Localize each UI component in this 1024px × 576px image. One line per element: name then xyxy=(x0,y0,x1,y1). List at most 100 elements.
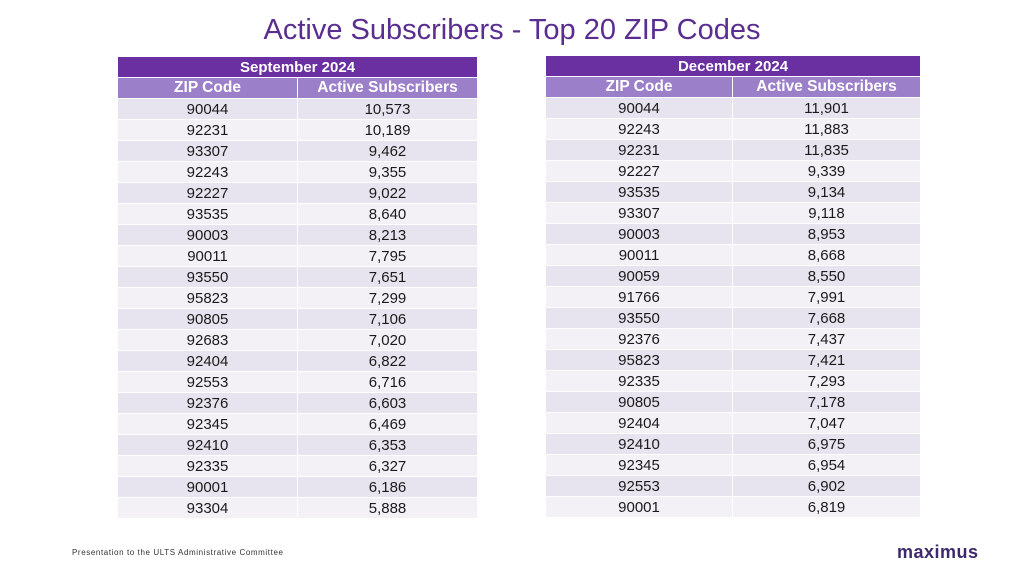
table-row: 92376 6,603 xyxy=(118,393,479,414)
subscriber-count-cell: 7,991 xyxy=(733,287,922,308)
table-row: 92404 6,822 xyxy=(118,351,479,372)
zip-code-cell: 92243 xyxy=(546,119,733,140)
table-row: 93550 7,668 xyxy=(546,308,922,329)
table-row: 90011 7,795 xyxy=(118,246,479,267)
table-row: 92404 7,047 xyxy=(546,413,922,434)
zip-code-cell: 90011 xyxy=(546,245,733,266)
table-row: 90003 8,953 xyxy=(546,224,922,245)
table-row: 90044 10,573 xyxy=(118,99,479,120)
subscriber-count-cell: 5,888 xyxy=(298,498,479,519)
zip-code-cell: 92404 xyxy=(546,413,733,434)
zip-code-header: ZIP Code xyxy=(118,78,298,99)
subscriber-count-cell: 9,355 xyxy=(298,162,479,183)
zip-code-cell: 92410 xyxy=(118,435,298,456)
period-header-row: December 2024 xyxy=(546,56,922,77)
table-row: 95823 7,299 xyxy=(118,288,479,309)
zip-code-cell: 90003 xyxy=(546,224,733,245)
table-row: 92345 6,469 xyxy=(118,414,479,435)
table-row: 91766 7,991 xyxy=(546,287,922,308)
zip-code-cell: 92231 xyxy=(118,120,298,141)
zip-code-cell: 93307 xyxy=(546,203,733,224)
period-header-row: September 2024 xyxy=(118,57,479,78)
zip-code-cell: 92231 xyxy=(546,140,733,161)
subscriber-count-cell: 7,299 xyxy=(298,288,479,309)
zip-code-cell: 91766 xyxy=(546,287,733,308)
subscriber-count-cell: 11,835 xyxy=(733,140,922,161)
subscriber-count-cell: 10,573 xyxy=(298,99,479,120)
table-row: 93535 9,134 xyxy=(546,182,922,203)
december-table-body: December 2024 ZIP Code Active Subscribers 9… xyxy=(546,56,922,518)
table-row: 92335 7,293 xyxy=(546,371,922,392)
zip-code-cell: 90059 xyxy=(546,266,733,287)
subscriber-count-cell: 11,883 xyxy=(733,119,922,140)
zip-code-cell: 92335 xyxy=(118,456,298,477)
table-row: 93307 9,118 xyxy=(546,203,922,224)
zip-code-cell: 93550 xyxy=(118,267,298,288)
zip-code-cell: 92335 xyxy=(546,371,733,392)
subscriber-count-cell: 7,178 xyxy=(733,392,922,413)
subscriber-count-cell: 8,213 xyxy=(298,225,479,246)
table-row: 90044 11,901 xyxy=(546,98,922,119)
zip-code-cell: 93307 xyxy=(118,141,298,162)
subscriber-count-cell: 7,293 xyxy=(733,371,922,392)
table-row: 92227 9,022 xyxy=(118,183,479,204)
page-title: Active Subscribers - Top 20 ZIP Codes xyxy=(263,14,761,46)
zip-code-cell: 92345 xyxy=(118,414,298,435)
column-header-row: ZIP Code Active Subscribers xyxy=(118,78,479,99)
zip-code-cell: 90044 xyxy=(546,98,733,119)
table-row: 92243 11,883 xyxy=(546,119,922,140)
table-row: 92553 6,902 xyxy=(546,476,922,497)
subscriber-count-cell: 9,134 xyxy=(733,182,922,203)
september-table-body: September 2024 ZIP Code Active Subscribers… xyxy=(118,57,479,519)
zip-code-header: ZIP Code xyxy=(546,77,733,98)
zip-code-cell: 90001 xyxy=(118,477,298,498)
subscriber-count-cell: 6,353 xyxy=(298,435,479,456)
table-row: 93550 7,651 xyxy=(118,267,479,288)
table-row: 92227 9,339 xyxy=(546,161,922,182)
subscriber-count-cell: 8,640 xyxy=(298,204,479,225)
zip-code-cell: 95823 xyxy=(546,350,733,371)
table-row: 93535 8,640 xyxy=(118,204,479,225)
zip-code-cell: 90001 xyxy=(546,497,733,518)
zip-code-cell: 95823 xyxy=(118,288,298,309)
subscriber-count-cell: 6,822 xyxy=(298,351,479,372)
subscriber-count-cell: 9,118 xyxy=(733,203,922,224)
table-row: 92553 6,716 xyxy=(118,372,479,393)
subscriber-count-cell: 6,819 xyxy=(733,497,922,518)
subscriber-count-cell: 6,975 xyxy=(733,434,922,455)
subscriber-count-cell: 7,437 xyxy=(733,329,922,350)
subscriber-count-cell: 7,047 xyxy=(733,413,922,434)
table-row: 92683 7,020 xyxy=(118,330,479,351)
zip-code-cell: 90003 xyxy=(118,225,298,246)
subscriber-count-cell: 9,022 xyxy=(298,183,479,204)
table-row: 90003 8,213 xyxy=(118,225,479,246)
subscriber-count-cell: 7,795 xyxy=(298,246,479,267)
subscriber-count-cell: 7,106 xyxy=(298,309,479,330)
table-row: 90059 8,550 xyxy=(546,266,922,287)
subscriber-count-cell: 10,189 xyxy=(298,120,479,141)
subscriber-count-cell: 7,668 xyxy=(733,308,922,329)
table-row: 93307 9,462 xyxy=(118,141,479,162)
subscriber-count-cell: 7,421 xyxy=(733,350,922,371)
zip-code-cell: 93535 xyxy=(546,182,733,203)
subscriber-count-cell: 11,901 xyxy=(733,98,922,119)
table-row: 90001 6,819 xyxy=(546,497,922,518)
subscriber-count-cell: 6,327 xyxy=(298,456,479,477)
subscriber-count-cell: 6,469 xyxy=(298,414,479,435)
zip-code-cell: 92376 xyxy=(546,329,733,350)
subscriber-count-cell: 8,668 xyxy=(733,245,922,266)
active-subscribers-header: Active Subscribers xyxy=(298,78,479,99)
table-row: 90805 7,178 xyxy=(546,392,922,413)
subscriber-count-cell: 9,462 xyxy=(298,141,479,162)
table-row: 92335 6,327 xyxy=(118,456,479,477)
subscriber-count-cell: 9,339 xyxy=(733,161,922,182)
period-header: September 2024 xyxy=(118,57,479,78)
zip-code-cell: 92376 xyxy=(118,393,298,414)
subscriber-count-cell: 8,953 xyxy=(733,224,922,245)
table-row: 92376 7,437 xyxy=(546,329,922,350)
footer-text: Presentation to the ULTS Administrative … xyxy=(72,548,284,557)
subscriber-count-cell: 8,550 xyxy=(733,266,922,287)
table-row: 90001 6,186 xyxy=(118,477,479,498)
zip-code-cell: 90011 xyxy=(118,246,298,267)
september-table: September 2024 ZIP Code Active Subscribers… xyxy=(118,57,479,519)
